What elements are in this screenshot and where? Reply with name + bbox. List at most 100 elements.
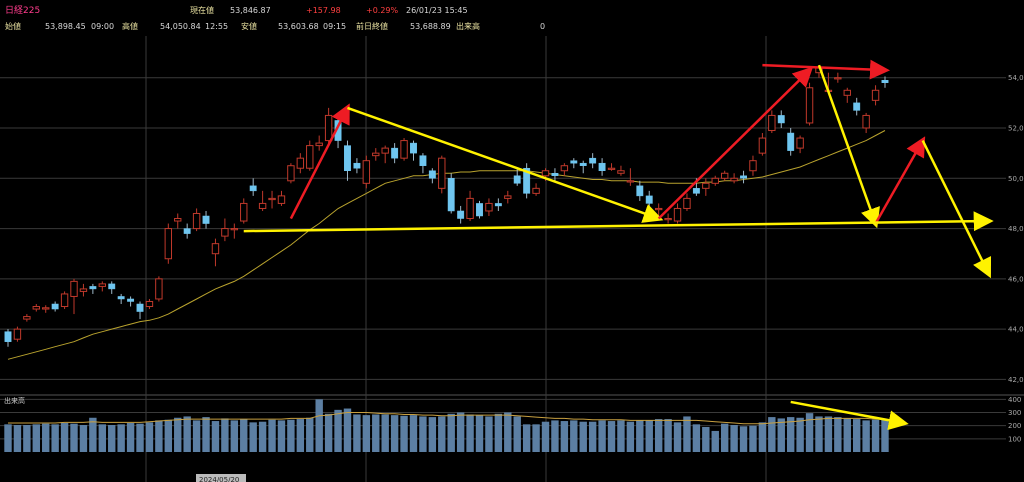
price-tick-label: 50,0	[1008, 175, 1024, 183]
candle-body-up	[325, 115, 331, 140]
candle-body-up	[872, 90, 878, 100]
volume-pane-title: 出来高	[4, 396, 25, 405]
candle-body-down	[495, 203, 501, 206]
candle-body-up	[222, 229, 228, 237]
volume-bar	[127, 423, 134, 452]
volume-bar	[532, 424, 539, 452]
candle-body-up	[259, 203, 265, 208]
volume-bar	[108, 425, 115, 452]
volume-bar	[712, 431, 719, 452]
volume-bar	[749, 426, 756, 452]
candle-body-up	[99, 284, 105, 287]
volume-bar	[693, 424, 700, 452]
volume-bar	[429, 417, 436, 452]
price-tick-label: 42,0	[1008, 376, 1024, 384]
volume-bar	[514, 416, 521, 452]
volume-bar	[259, 422, 266, 452]
volume-bar	[80, 425, 87, 452]
volume-bar	[278, 420, 285, 452]
volume-bar	[372, 414, 379, 452]
volume-bar	[23, 425, 30, 452]
candle-body-down	[457, 211, 463, 219]
volume-bar	[636, 420, 643, 452]
candle-body-up	[61, 294, 67, 307]
candle-body-down	[429, 171, 435, 179]
candle-body-up	[43, 308, 49, 309]
volume-bar	[881, 419, 888, 452]
volume-bar	[872, 420, 879, 452]
volume-bar	[231, 420, 238, 452]
volume-bar	[862, 420, 869, 452]
volume-bar	[759, 422, 766, 452]
candle-body-up	[175, 219, 181, 222]
candle-body-up	[750, 161, 756, 171]
candle-body-down	[589, 158, 595, 163]
candle-body-down	[637, 186, 643, 196]
candle-body-up	[627, 181, 633, 182]
volume-bar	[844, 418, 851, 452]
candle-body-up	[769, 115, 775, 130]
candle-body-up	[505, 196, 511, 199]
candle-body-up	[835, 78, 841, 79]
volume-bar	[570, 420, 577, 452]
candle-body-up	[674, 208, 680, 221]
candle-body-down	[787, 133, 793, 151]
volume-bar	[165, 420, 172, 452]
volume-bar	[4, 424, 11, 452]
price-tick-label: 52,0	[1008, 125, 1024, 133]
volume-bar	[400, 416, 407, 452]
volume-bar	[683, 416, 690, 452]
volume-bar	[702, 427, 709, 452]
candle-body-up	[486, 203, 492, 211]
volume-bar	[721, 424, 728, 452]
volume-bar	[806, 413, 813, 452]
candle-body-up	[231, 229, 237, 230]
volume-bar	[825, 416, 832, 452]
candle-body-down	[854, 103, 860, 111]
volume-bar	[674, 422, 681, 452]
candle-body-up	[288, 166, 294, 181]
volume-bar	[297, 419, 304, 452]
volume-bar	[730, 425, 737, 452]
volume-bar	[268, 420, 275, 452]
volume-bar	[664, 419, 671, 452]
price-tick-label: 54,0	[1008, 74, 1024, 82]
candle-body-up	[316, 143, 322, 146]
volume-bar	[391, 415, 398, 452]
candle-body-up	[806, 88, 812, 123]
candle-body-up	[759, 138, 765, 153]
volume-bar	[646, 420, 653, 452]
volume-bar	[249, 422, 256, 452]
volume-bar	[146, 422, 153, 452]
volume-bar	[485, 416, 492, 452]
candle-body-up	[542, 171, 548, 176]
candle-body-down	[137, 304, 143, 312]
volume-bar	[598, 420, 605, 452]
volume-bar	[193, 420, 200, 452]
volume-bar	[33, 424, 40, 452]
candle-body-up	[721, 173, 727, 178]
x-date-label-group: 2024/05/20	[196, 474, 246, 482]
volume-bar	[778, 418, 785, 452]
yellow-trend-arrow	[923, 141, 989, 274]
candle-body-up	[863, 115, 869, 128]
volume-bar	[410, 415, 417, 452]
candle-body-up	[165, 229, 171, 259]
candle-body-down	[778, 115, 784, 123]
candle-body-up	[307, 146, 313, 169]
candle-body-up	[212, 244, 218, 254]
candle-body-down	[52, 304, 58, 309]
red-trend-arrow	[876, 141, 923, 224]
volume-tick-label: 300	[1008, 409, 1021, 417]
candle-body-down	[693, 188, 699, 193]
volume-tick-label: 100	[1008, 435, 1021, 443]
volume-bar	[155, 420, 162, 452]
volume-bar	[466, 414, 473, 452]
candle-body-up	[618, 171, 624, 174]
volume-bar	[183, 416, 190, 452]
volume-bar	[61, 423, 68, 452]
price-tick-label: 46,0	[1008, 275, 1024, 283]
volume-bar	[14, 425, 21, 452]
candle-body-up	[363, 161, 369, 184]
